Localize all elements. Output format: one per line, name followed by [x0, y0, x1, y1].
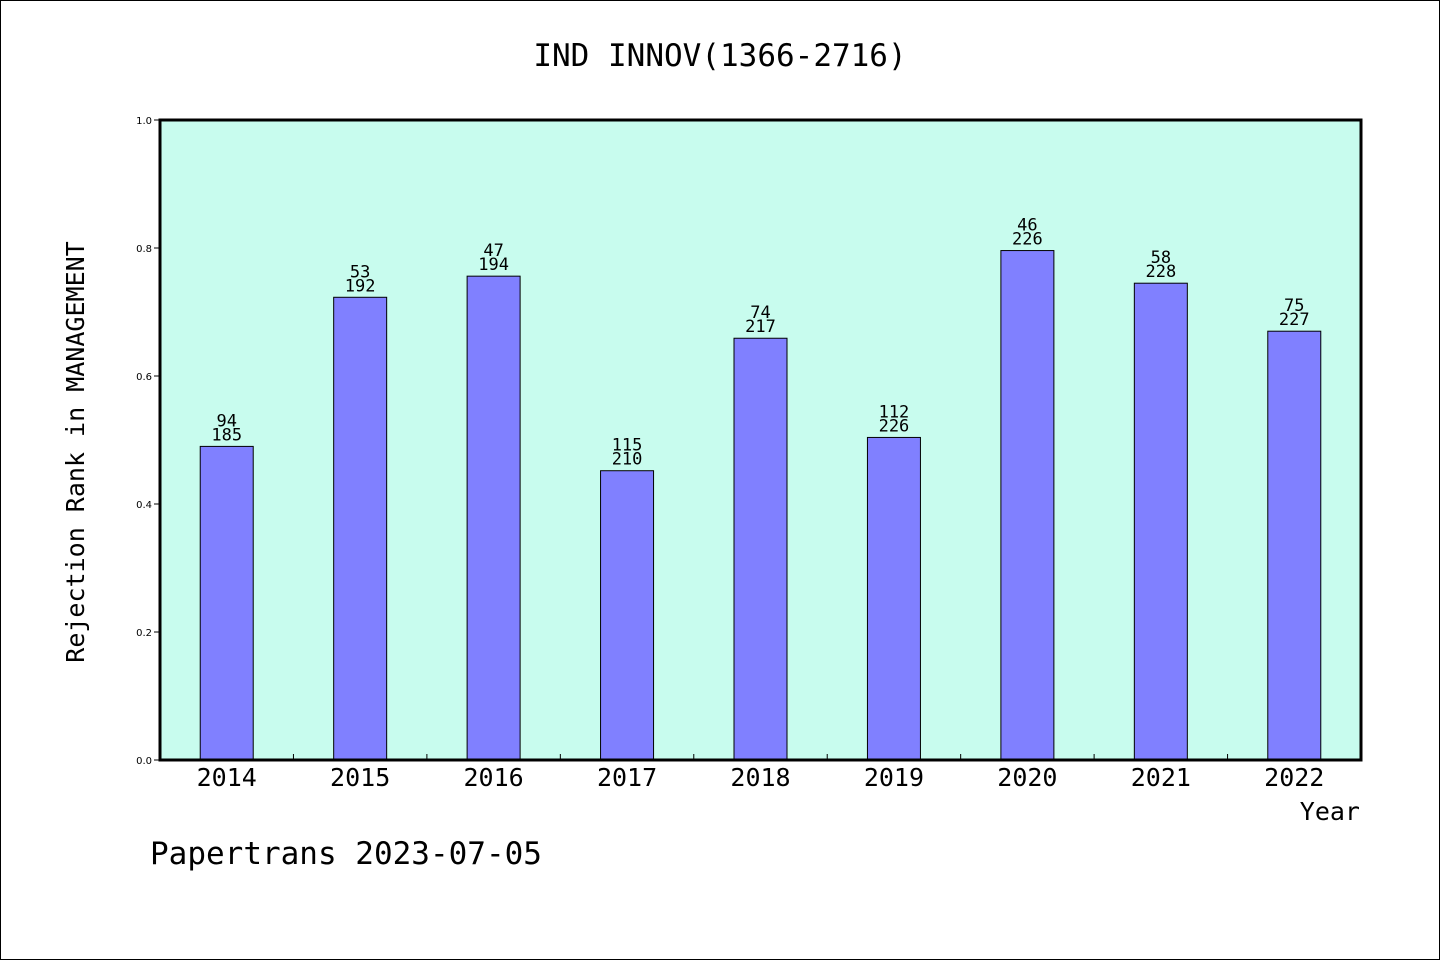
x-tick-label: 2021	[1131, 763, 1191, 792]
bar-label-bottom: 217	[745, 317, 776, 337]
footer-text: Papertrans 2023-07-05	[150, 836, 542, 872]
bar-label-bottom: 227	[1279, 310, 1310, 330]
x-tick-label: 2022	[1264, 763, 1324, 792]
bar-label-top: 94	[216, 411, 236, 431]
bar	[1267, 330, 1322, 761]
bar	[1000, 250, 1055, 761]
bar-label-bottom: 226	[879, 416, 910, 436]
x-tick-label: 2019	[864, 763, 924, 792]
bar-label-top: 46	[1017, 216, 1037, 236]
chart-title: IND INNOV(1366-2716)	[533, 38, 906, 74]
x-axis: 2014 2015 2016 2017 2018 2019 2020 2021 2022	[197, 754, 1324, 792]
bar	[733, 337, 788, 761]
bar-label-top: 74	[750, 303, 770, 323]
x-tick-label: 2015	[330, 763, 390, 792]
x-tick-label: 2016	[464, 763, 524, 792]
bar	[333, 296, 388, 761]
bar-label-top: 47	[483, 241, 503, 261]
bar	[199, 445, 254, 761]
y-tick-label: 1.0	[136, 116, 152, 127]
bars: 9418553192471941152107421711222646226582…	[199, 216, 1322, 761]
bar-label-bottom: 226	[1012, 230, 1043, 250]
y-tick-label: 0.8	[136, 244, 152, 255]
x-tick-label: 2017	[597, 763, 657, 792]
x-axis-label: Year	[1300, 797, 1360, 826]
y-axis: 0.0 0.2 0.4 0.6 0.8 1.0	[136, 116, 160, 767]
y-tick-label: 0.0	[136, 756, 152, 767]
bar-label-top: 58	[1151, 248, 1171, 268]
y-axis-label: Rejection Rank in MANAGEMENT	[61, 241, 90, 662]
y-tick-label: 0.4	[136, 500, 152, 511]
y-tick-label: 0.2	[136, 628, 152, 639]
bar	[866, 436, 921, 761]
x-tick-label: 2018	[730, 763, 790, 792]
plot-border	[158, 118, 1363, 762]
bar-label-top: 75	[1284, 296, 1304, 316]
x-tick-label: 2020	[997, 763, 1057, 792]
bar-label-bottom: 192	[345, 276, 376, 296]
bar-label-top: 115	[612, 436, 643, 456]
bar-label-top: 53	[350, 262, 370, 282]
bar-label-bottom: 210	[612, 450, 643, 470]
bar	[1133, 282, 1188, 761]
bar-label-bottom: 194	[478, 255, 509, 275]
bar	[600, 470, 655, 761]
bar	[466, 275, 521, 761]
bar-label-top: 112	[879, 402, 910, 422]
x-tick-label: 2014	[197, 763, 257, 792]
bar-label-bottom: 185	[211, 425, 242, 445]
bar-label-bottom: 228	[1145, 262, 1176, 282]
y-tick-label: 0.6	[136, 372, 152, 383]
